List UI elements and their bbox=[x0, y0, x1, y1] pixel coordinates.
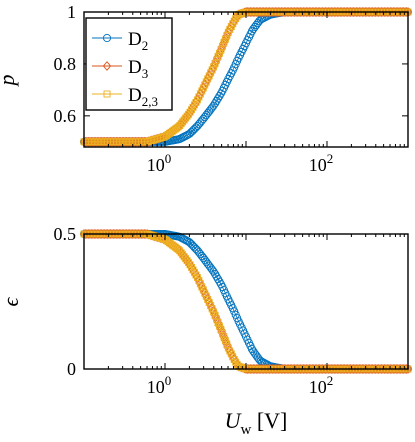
bottom-point-D_2-116 bbox=[250, 349, 259, 358]
bottom-series-D_2 bbox=[79, 229, 413, 374]
bottom-axes-frame bbox=[83, 233, 409, 370]
top-xtick-label-1: 102 bbox=[309, 151, 334, 175]
bottom-point-D_2,3-88 bbox=[210, 308, 218, 316]
bottom-point-D_2,3-95 bbox=[220, 333, 228, 341]
bottom-point-D_2-71 bbox=[184, 237, 193, 246]
bottom-point-D_2,3-97 bbox=[223, 340, 231, 348]
bottom-plot-epsilon: 100 102 0 0.5 ϵ Uw [V] bbox=[0, 224, 413, 438]
bottom-point-D_2,3-90 bbox=[213, 315, 220, 323]
legend: D2 D3 D2,3 bbox=[85, 17, 173, 111]
top-xtick-label-0: 100 bbox=[147, 151, 172, 175]
bottom-point-D_2,3-91 bbox=[214, 319, 222, 326]
legend-label-1: D3 bbox=[128, 57, 148, 81]
top-point-D_2-75 bbox=[190, 124, 199, 134]
bottom-point-D_2-73 bbox=[187, 240, 196, 249]
top-point-D_2-71 bbox=[184, 130, 193, 139]
top-point-D_2-73 bbox=[187, 127, 196, 136]
bottom-line-D_2 bbox=[84, 233, 408, 370]
top-ytick-label-2: 1 bbox=[67, 2, 76, 22]
legend-marker-0 bbox=[102, 33, 112, 43]
bottom-series-D_3 bbox=[79, 229, 413, 374]
top-point-D_2-87 bbox=[208, 103, 217, 112]
top-point-D_3-218 bbox=[400, 7, 410, 17]
bottom-line-D_2,3 bbox=[84, 233, 408, 370]
legend-label-2: D2,3 bbox=[128, 85, 158, 109]
top-point-D_2-88 bbox=[209, 101, 218, 110]
bottom-point-D_2,3-92 bbox=[216, 322, 223, 330]
legend-marker-2 bbox=[103, 90, 111, 98]
top-point-D_3-219 bbox=[402, 7, 411, 17]
bottom-point-D_2-75 bbox=[190, 243, 199, 252]
bottom-point-D_2-115 bbox=[249, 347, 258, 356]
bottom-xlabel: Uw [V] bbox=[225, 408, 288, 438]
bottom-ytick-label-1: 0.5 bbox=[54, 224, 77, 244]
bottom-point-D_2-87 bbox=[208, 265, 217, 274]
top-point-D_2-89 bbox=[211, 99, 220, 108]
bottom-ytick-label-0: 0 bbox=[67, 359, 76, 379]
bottom-point-D_2,3-93 bbox=[217, 326, 225, 334]
top-point-D_2,3-95 bbox=[220, 39, 228, 47]
top-ylabel: p bbox=[0, 75, 19, 88]
bottom-line-D_3 bbox=[84, 233, 408, 370]
top-plot-p: 100 102 0.6 0.8 1 p bbox=[0, 2, 413, 175]
legend-entry-1: D3 bbox=[92, 57, 148, 81]
top-point-D_2,3-94 bbox=[218, 42, 226, 50]
bottom-point-D_2-74 bbox=[188, 241, 198, 250]
bottom-xtick-label-0: 100 bbox=[147, 373, 172, 397]
legend-marker-1 bbox=[102, 61, 112, 71]
bottom-ylabel: ϵ bbox=[0, 296, 23, 306]
top-ytick-label-1: 0.8 bbox=[54, 54, 77, 74]
bottom-point-D_2,3-96 bbox=[221, 337, 229, 345]
bottom-point-D_2,3-89 bbox=[211, 311, 219, 319]
top-point-D_2-91 bbox=[213, 94, 223, 103]
top-point-D_2-74 bbox=[188, 126, 198, 135]
legend-box bbox=[85, 17, 173, 111]
bottom-point-D_2-114 bbox=[247, 344, 256, 354]
legend-entry-0: D2 bbox=[92, 29, 148, 53]
top-point-D_2-119 bbox=[255, 17, 264, 26]
top-point-D_2-114 bbox=[247, 27, 256, 36]
legend-entry-2: D2,3 bbox=[92, 85, 158, 109]
bottom-xtick-label-1: 102 bbox=[309, 373, 334, 397]
legend-label-0: D2 bbox=[128, 29, 148, 53]
bottom-point-D_2-72 bbox=[185, 238, 195, 247]
bottom-series-D_2,3 bbox=[80, 230, 412, 373]
bottom-point-D_2-117 bbox=[252, 351, 261, 360]
top-point-D_2-90 bbox=[212, 96, 221, 105]
top-point-D_2-72 bbox=[185, 129, 195, 138]
top-ytick-label-0: 0.6 bbox=[54, 106, 77, 126]
top-point-D_2,3-96 bbox=[221, 35, 229, 43]
top-point-D_2,3-93 bbox=[217, 46, 225, 54]
bottom-point-D_3-220 bbox=[403, 364, 413, 374]
bottom-point-D_2,3-94 bbox=[218, 329, 226, 337]
